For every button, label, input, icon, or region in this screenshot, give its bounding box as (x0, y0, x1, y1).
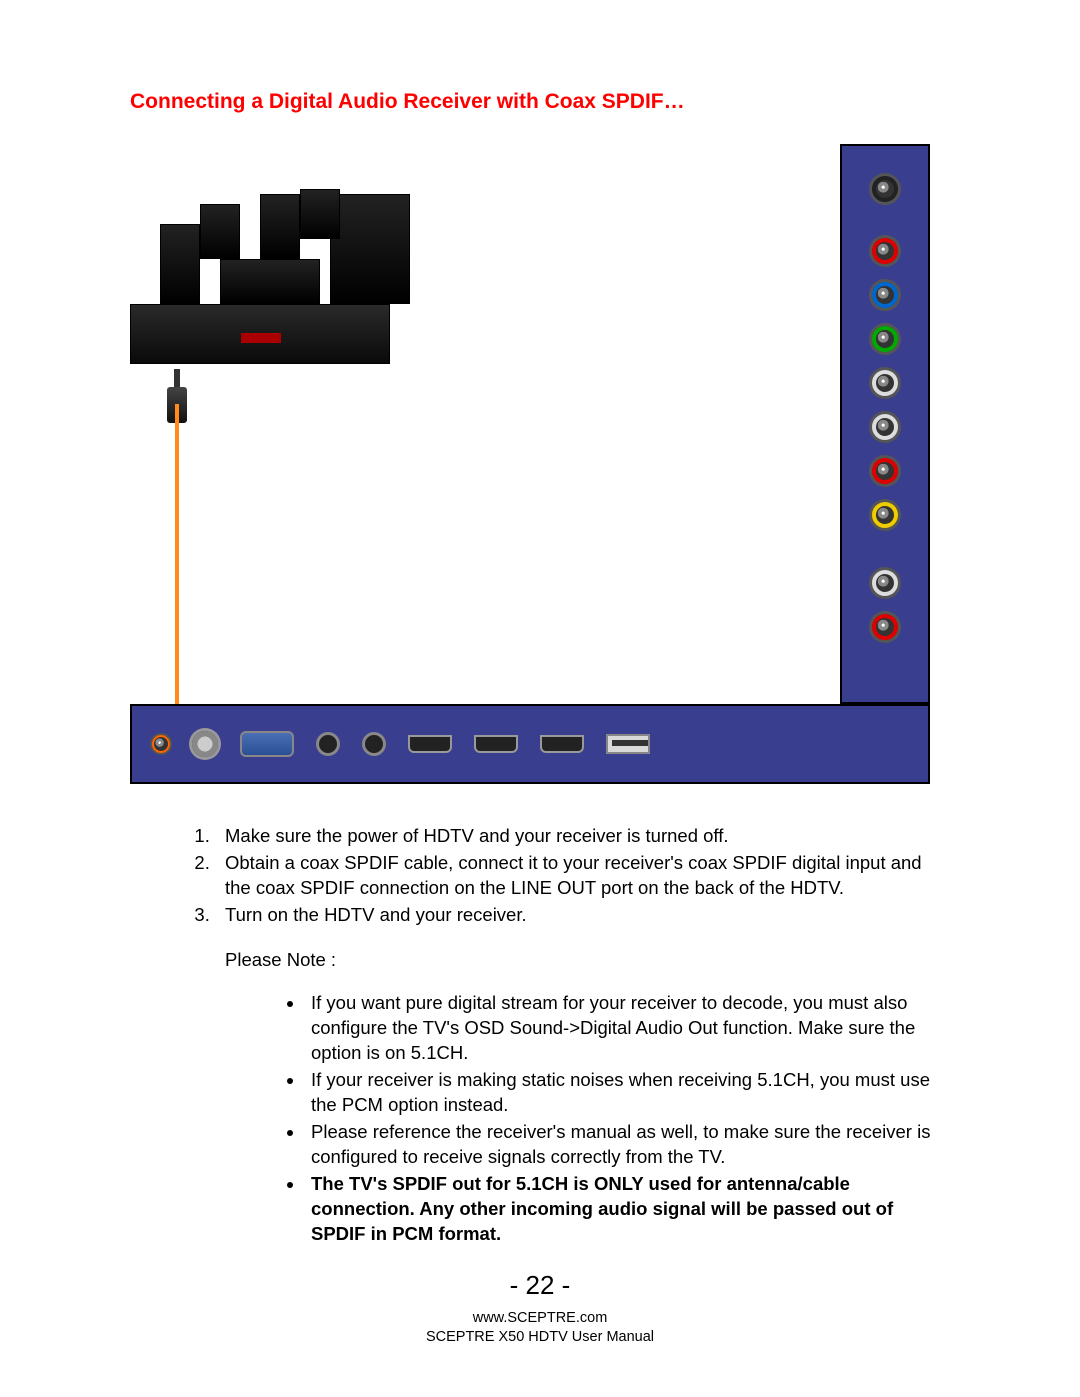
vga-port-icon (240, 731, 294, 757)
audio-jack-icon (152, 735, 170, 753)
step-item: Turn on the HDTV and your receiver. (215, 903, 950, 928)
page-number: - 22 - (0, 1270, 1080, 1301)
hdmi-port-icon (408, 735, 452, 753)
hdmi-port-icon (474, 735, 518, 753)
note-item: The TV's SPDIF out for 5.1CH is ONLY use… (305, 1172, 950, 1247)
tv-side-port-panel (840, 144, 930, 704)
hdmi-port-icon (540, 735, 584, 753)
step-list: Make sure the power of HDTV and your rec… (185, 824, 950, 928)
rca-jack-green-icon (872, 326, 898, 352)
rca-jack-red-icon (872, 614, 898, 640)
notes-list: If you want pure digital stream for your… (185, 991, 950, 1247)
rca-jack-white-icon (872, 370, 898, 396)
rca-jack-white-icon (872, 570, 898, 596)
speaker-icon (300, 189, 340, 239)
speaker-icon (200, 204, 240, 259)
speaker-icon (160, 224, 200, 304)
page-footer: - 22 - www.SCEPTRE.com SCEPTRE X50 HDTV … (0, 1270, 1080, 1347)
rca-jack-blue-icon (872, 282, 898, 308)
rca-jack-yellow-icon (872, 502, 898, 528)
coax-cable-icon (175, 404, 179, 704)
note-item: Please reference the receiver's manual a… (305, 1120, 950, 1170)
coax-port-icon (192, 731, 218, 757)
footer-url: www.SCEPTRE.com (0, 1309, 1080, 1328)
please-note-label: Please Note : (225, 948, 950, 973)
note-item: If you want pure digital stream for your… (305, 991, 950, 1066)
tv-bottom-port-panel (130, 704, 930, 784)
subwoofer-icon (330, 194, 410, 304)
rca-jack-red-icon (872, 458, 898, 484)
audio-receiver-illustration (130, 154, 430, 364)
page-title: Connecting a Digital Audio Receiver with… (130, 90, 950, 114)
footer-manual-title: SCEPTRE X50 HDTV User Manual (0, 1328, 1080, 1347)
rca-jack-red-icon (872, 238, 898, 264)
note-item: If your receiver is making static noises… (305, 1068, 950, 1118)
usb-port-icon (606, 734, 650, 754)
round-port-icon (316, 732, 340, 756)
connection-diagram (130, 144, 930, 784)
instructions-block: Make sure the power of HDTV and your rec… (130, 824, 950, 1247)
step-item: Obtain a coax SPDIF cable, connect it to… (215, 851, 950, 901)
center-speaker-icon (220, 259, 320, 304)
rca-jack-black-icon (872, 176, 898, 202)
step-item: Make sure the power of HDTV and your rec… (215, 824, 950, 849)
rca-jack-white-icon (872, 414, 898, 440)
round-port-icon (362, 732, 386, 756)
speaker-icon (260, 194, 300, 259)
receiver-amp-icon (130, 304, 390, 364)
